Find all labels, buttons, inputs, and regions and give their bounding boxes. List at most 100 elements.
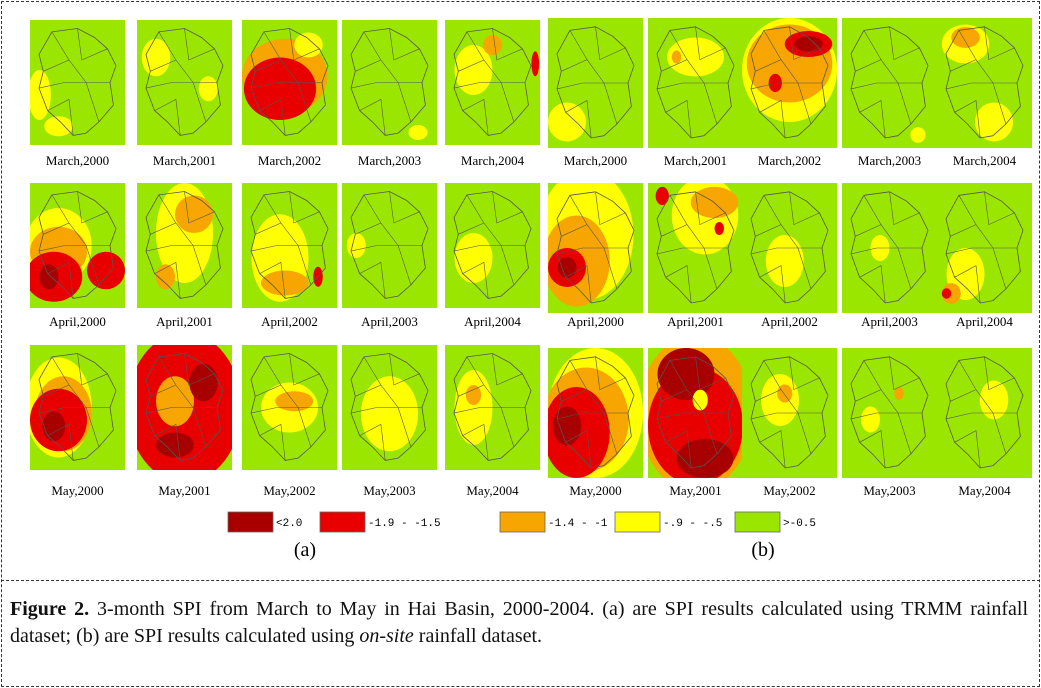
- basin-boundary: [453, 407, 525, 414]
- basin-boundary: [453, 82, 525, 89]
- map-label: March,2003: [358, 153, 421, 168]
- basin-boundary: [755, 224, 782, 237]
- basin-boundary: [859, 265, 886, 304]
- spi-area: [910, 127, 926, 143]
- basin-boundary: [150, 59, 177, 72]
- basin-boundary: [389, 28, 420, 61]
- spi-area: [552, 406, 582, 446]
- spi-area: [655, 186, 669, 206]
- basin-boundary: [259, 423, 286, 461]
- legend-swatch: [319, 511, 366, 533]
- spi-area: [198, 76, 218, 102]
- basin-boundary: [263, 194, 312, 285]
- basin-boundary: [855, 59, 882, 72]
- spi-area: [454, 233, 493, 283]
- basin-boundary: [763, 360, 812, 454]
- basin-outline: [453, 191, 532, 299]
- map: [137, 20, 232, 145]
- basin-boundary: [184, 353, 215, 386]
- basin-boundary: [759, 265, 786, 304]
- basin-boundary: [863, 195, 912, 289]
- basin-boundary: [77, 28, 108, 61]
- map: [342, 183, 437, 308]
- map: [648, 348, 743, 478]
- legend-swatch: [499, 511, 546, 533]
- basin-boundary: [850, 247, 922, 255]
- basin-outline: [250, 353, 329, 461]
- basin-boundary: [656, 247, 728, 255]
- basin-outline: [145, 28, 224, 136]
- basin-boundary: [661, 59, 688, 72]
- basin-boundary: [250, 407, 322, 414]
- spi-area: [465, 385, 482, 405]
- spi-area: [243, 57, 317, 120]
- basin-boundary: [150, 222, 177, 235]
- map: [242, 183, 337, 308]
- map-label: May,2004: [466, 483, 519, 498]
- basin-boundary: [561, 389, 588, 402]
- spi-area: [44, 116, 73, 137]
- caption: Figure 2. 3-month SPI from March to May …: [10, 596, 1028, 650]
- basin-boundary: [859, 100, 886, 139]
- basin-boundary: [38, 82, 110, 89]
- spi-area: [676, 439, 734, 478]
- basin-boundary: [984, 191, 1015, 226]
- basin-boundary: [958, 360, 1007, 454]
- map: [445, 345, 540, 470]
- basin-boundary: [263, 356, 312, 447]
- basin-boundary: [154, 98, 181, 136]
- basin-boundary: [389, 353, 420, 386]
- basin-outline: [556, 26, 635, 139]
- legend-label: -1.4 - -1: [548, 518, 608, 530]
- basin-boundary: [695, 356, 726, 391]
- map: [742, 183, 837, 313]
- basin-boundary: [565, 430, 592, 469]
- map-label: March,2000: [564, 153, 627, 168]
- basin-outline: [850, 356, 929, 469]
- panel-label: (b): [751, 539, 774, 561]
- spi-area: [261, 270, 309, 296]
- basin-boundary: [750, 247, 822, 255]
- spi-area: [454, 370, 493, 445]
- map: [137, 345, 232, 470]
- basin-boundary: [184, 28, 215, 61]
- map-label: May,2003: [363, 483, 415, 498]
- map-label: March,2003: [858, 153, 921, 168]
- map: [30, 20, 125, 145]
- basin-boundary: [695, 26, 726, 61]
- basin-boundary: [759, 430, 786, 469]
- figure: March,2000 March,2001 March,2002 March,2003…: [30, 18, 1032, 561]
- basin-boundary: [359, 261, 386, 299]
- map: [548, 183, 643, 313]
- basin-boundary: [462, 423, 489, 461]
- basin-outline: [556, 191, 635, 304]
- spi-area: [951, 27, 980, 48]
- map-label: May,2004: [958, 483, 1011, 498]
- basin-outline: [250, 191, 329, 299]
- basin-boundary: [855, 389, 882, 402]
- basin-boundary: [492, 191, 523, 224]
- basin-boundary: [561, 59, 588, 72]
- spi-area: [692, 389, 708, 411]
- basin-boundary: [289, 191, 320, 224]
- basin-boundary: [759, 100, 786, 139]
- spi-area: [794, 36, 823, 52]
- map: [445, 20, 540, 145]
- map-label: March,2004: [461, 153, 525, 168]
- basin-boundary: [154, 423, 181, 461]
- map-label: March,2000: [46, 153, 109, 168]
- basin-boundary: [350, 82, 422, 89]
- basin-boundary: [47, 261, 74, 299]
- basin-outline: [750, 26, 829, 139]
- basin-boundary: [665, 430, 692, 469]
- map-label: April,2002: [261, 314, 318, 329]
- spi-area: [667, 37, 724, 77]
- basin-boundary: [355, 222, 382, 235]
- basin-boundary: [145, 82, 217, 89]
- map: [137, 183, 232, 308]
- basin-boundary: [850, 82, 922, 90]
- legend-swatch: [614, 511, 661, 533]
- map-label: April,2003: [861, 314, 918, 329]
- basin-boundary: [255, 59, 282, 72]
- basin-boundary: [556, 412, 628, 420]
